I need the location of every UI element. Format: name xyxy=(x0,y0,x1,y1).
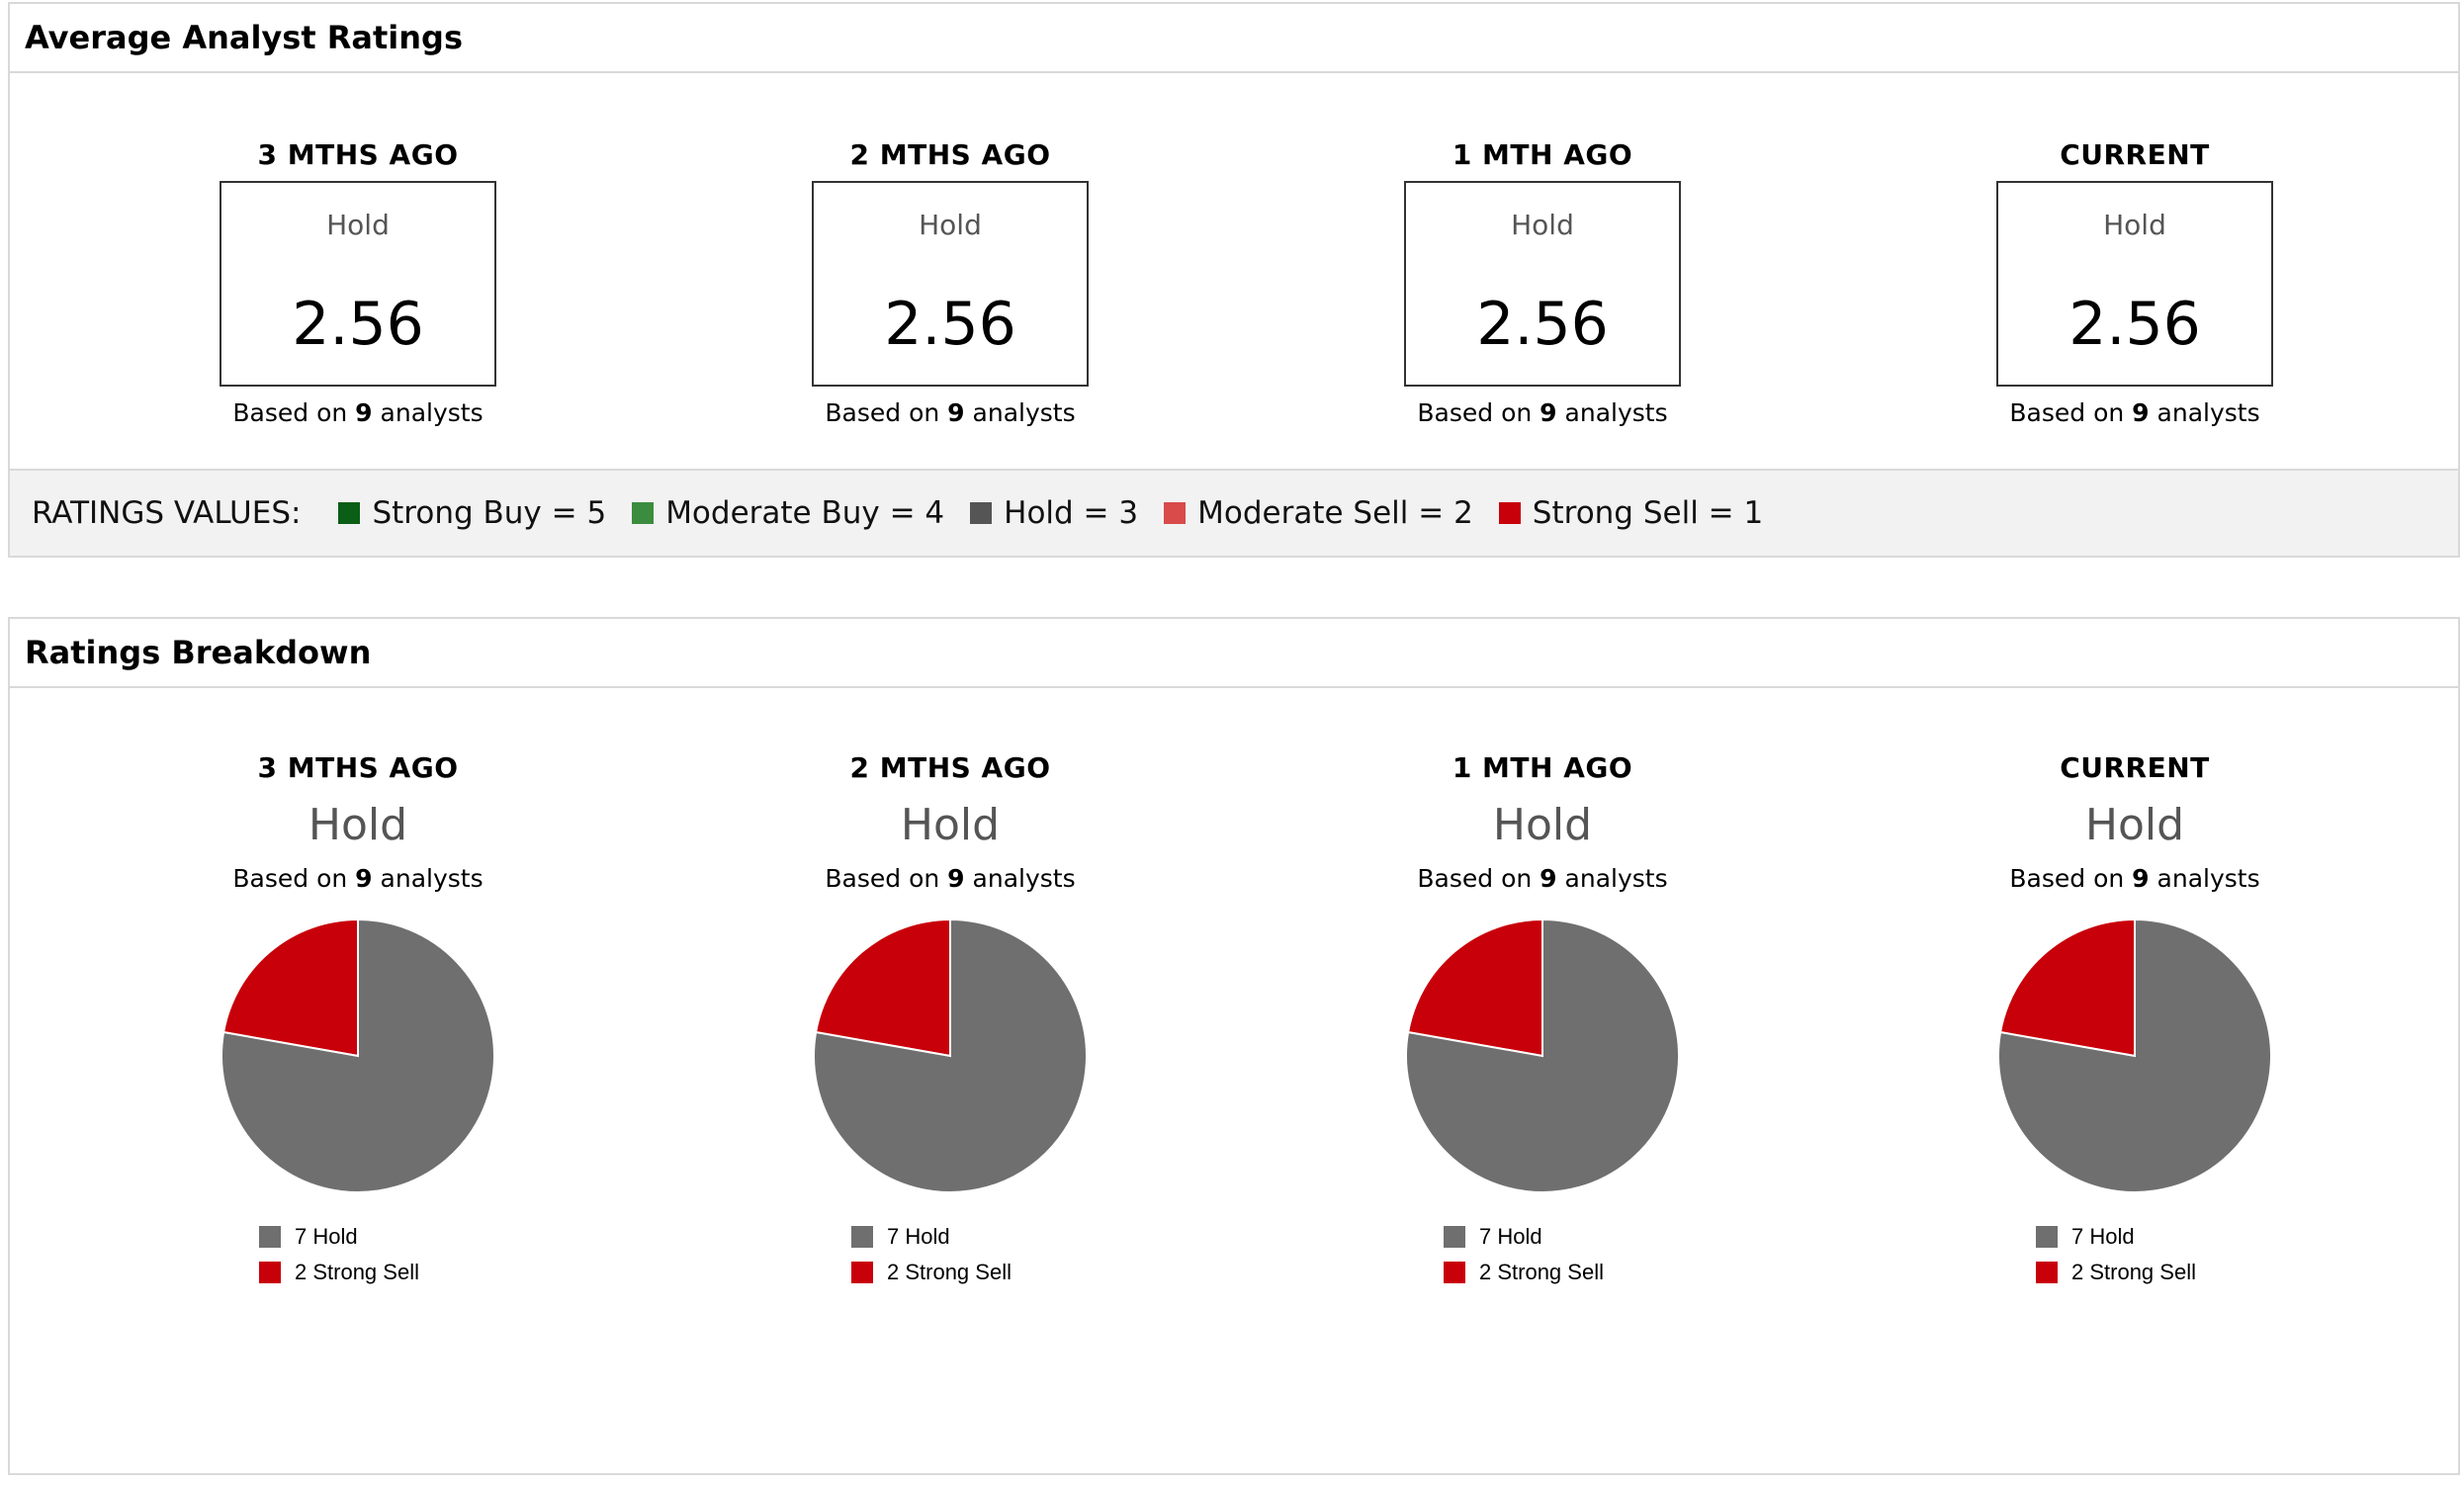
swatch-icon xyxy=(338,502,361,524)
analyst-count-text: Based on 9 analysts xyxy=(1417,398,1668,427)
pie-legend: 7 Hold 2 Strong Sell xyxy=(1444,1219,1641,1290)
average-ratings-panel: Average Analyst Ratings 3 MTHS AGO Hold … xyxy=(8,2,2460,558)
analyst-count-text: Based on 9 analysts xyxy=(825,398,1076,427)
rating-label: Hold xyxy=(326,209,390,241)
period-label: 2 MTHS AGO xyxy=(849,751,1051,784)
pie-slice-strong-sell xyxy=(814,917,951,1058)
legend-item-moderate-sell: Moderate Sell = 2 xyxy=(1164,495,1473,531)
legend-item-hold: 7 Hold xyxy=(2036,1219,2234,1255)
ratings-values-legend: RATINGS VALUES: Strong Buy = 5 Moderate … xyxy=(10,469,2458,556)
analyst-count-text: Based on 9 analysts xyxy=(1417,864,1668,893)
legend-item-strong-sell: 2 Strong Sell xyxy=(1444,1255,1641,1290)
swatch-icon xyxy=(851,1226,873,1248)
ratings-breakdown-panel: Ratings Breakdown 3 MTHS AGO Hold Based … xyxy=(8,617,2460,1475)
analyst-count-text: Based on 9 analysts xyxy=(232,398,484,427)
swatch-icon xyxy=(1444,1262,1465,1283)
breakdown-column-1-month-ago: 1 MTH AGO Hold Based on 9 analysts 7 Hol… xyxy=(1246,751,1839,1290)
pie-slice-hold xyxy=(1997,917,2272,1193)
rating-value: 2.56 xyxy=(292,290,424,359)
avg-column-3-months-ago: 3 MTHS AGO Hold 2.56 Based on 9 analysts xyxy=(61,138,655,427)
pie-legend: 7 Hold 2 Strong Sell xyxy=(851,1219,1049,1290)
pie-chart xyxy=(813,917,1088,1193)
pie-slice-strong-sell xyxy=(1406,917,1543,1058)
avg-column-1-month-ago: 1 MTH AGO Hold 2.56 Based on 9 analysts xyxy=(1246,138,1839,427)
analyst-count-text: Based on 9 analysts xyxy=(232,864,484,893)
period-label: 1 MTH AGO xyxy=(1452,751,1633,784)
pie-slice-strong-sell xyxy=(1998,917,2136,1058)
swatch-icon xyxy=(970,502,993,524)
period-label: 1 MTH AGO xyxy=(1452,138,1633,171)
swatch-icon xyxy=(259,1262,281,1283)
swatch-icon xyxy=(259,1226,281,1248)
legend-item-strong-buy: Strong Buy = 5 xyxy=(338,495,606,531)
swatch-icon xyxy=(2036,1262,2058,1283)
rating-label: Hold xyxy=(2084,800,2185,850)
legend-item-hold: 7 Hold xyxy=(851,1219,1049,1255)
rating-label: Hold xyxy=(1511,209,1574,241)
legend-item-strong-sell: 2 Strong Sell xyxy=(259,1255,457,1290)
pie-chart xyxy=(1997,917,2272,1193)
legend-item-moderate-buy: Moderate Buy = 4 xyxy=(632,495,944,531)
pie-legend: 7 Hold 2 Strong Sell xyxy=(259,1219,457,1290)
swatch-icon xyxy=(1164,502,1187,524)
period-label: 3 MTHS AGO xyxy=(257,751,459,784)
swatch-icon xyxy=(1498,502,1521,524)
pie-slice-hold xyxy=(1405,917,1680,1193)
analyst-count-text: Based on 9 analysts xyxy=(2009,864,2260,893)
swatch-icon xyxy=(1444,1226,1465,1248)
rating-box: Hold 2.56 xyxy=(220,181,496,387)
rating-label: Hold xyxy=(308,800,408,850)
avg-column-2-months-ago: 2 MTHS AGO Hold 2.56 Based on 9 analysts xyxy=(654,138,1247,427)
rating-box: Hold 2.56 xyxy=(812,181,1089,387)
breakdown-column-current: CURRENT Hold Based on 9 analysts 7 Hold … xyxy=(1838,751,2431,1290)
rating-label: Hold xyxy=(900,800,1001,850)
legend-title: RATINGS VALUES: xyxy=(32,495,302,531)
legend-item-strong-sell: 2 Strong Sell xyxy=(851,1255,1049,1290)
period-label: 2 MTHS AGO xyxy=(849,138,1051,171)
panel-title: Average Analyst Ratings xyxy=(10,4,2458,73)
swatch-icon xyxy=(632,502,655,524)
rating-label: Hold xyxy=(2103,209,2166,241)
rating-value: 2.56 xyxy=(1476,290,1609,359)
breakdown-column-3-months-ago: 3 MTHS AGO Hold Based on 9 analysts 7 Ho… xyxy=(61,751,655,1290)
rating-value: 2.56 xyxy=(2068,290,2201,359)
analyst-count-text: Based on 9 analysts xyxy=(2009,398,2260,427)
analyst-count-text: Based on 9 analysts xyxy=(825,864,1076,893)
pie-chart xyxy=(220,917,495,1193)
pie-chart xyxy=(1405,917,1680,1193)
legend-item-hold: Hold = 3 xyxy=(970,495,1138,531)
rating-box: Hold 2.56 xyxy=(1996,181,2273,387)
avg-column-current: CURRENT Hold 2.56 Based on 9 analysts xyxy=(1838,138,2431,427)
period-label: 3 MTHS AGO xyxy=(257,138,459,171)
period-label: CURRENT xyxy=(2060,138,2210,171)
swatch-icon xyxy=(851,1262,873,1283)
pie-legend: 7 Hold 2 Strong Sell xyxy=(2036,1219,2234,1290)
legend-item-strong-sell: 2 Strong Sell xyxy=(2036,1255,2234,1290)
breakdown-column-2-months-ago: 2 MTHS AGO Hold Based on 9 analysts 7 Ho… xyxy=(654,751,1247,1290)
panel-title: Ratings Breakdown xyxy=(10,619,2458,688)
pie-slice-strong-sell xyxy=(221,917,359,1058)
rating-label: Hold xyxy=(919,209,982,241)
legend-item-hold: 7 Hold xyxy=(1444,1219,1641,1255)
pie-slice-hold xyxy=(220,917,495,1193)
legend-item-hold: 7 Hold xyxy=(259,1219,457,1255)
period-label: CURRENT xyxy=(2060,751,2210,784)
legend-item-strong-sell: Strong Sell = 1 xyxy=(1498,495,1763,531)
pie-slice-hold xyxy=(813,917,1088,1193)
rating-label: Hold xyxy=(1492,800,1593,850)
rating-value: 2.56 xyxy=(884,290,1016,359)
rating-box: Hold 2.56 xyxy=(1404,181,1681,387)
swatch-icon xyxy=(2036,1226,2058,1248)
